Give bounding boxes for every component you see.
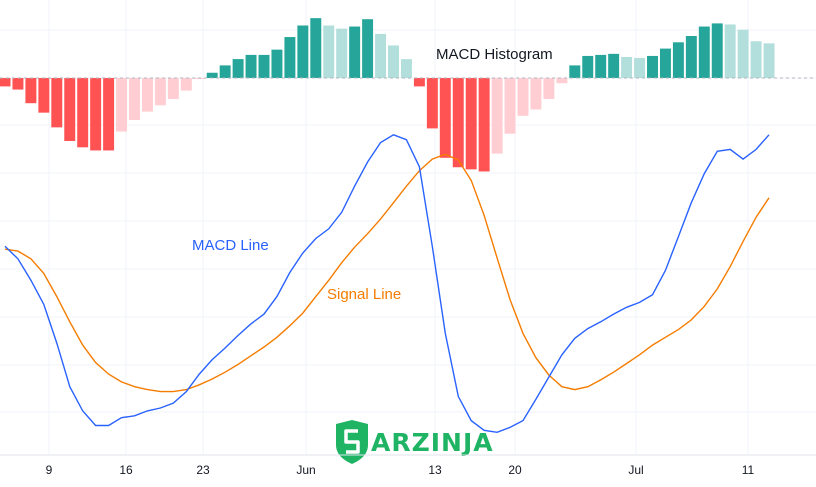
histogram-bar: [245, 54, 257, 78]
histogram-bar: [167, 78, 179, 99]
x-tick-label: 23: [196, 463, 210, 477]
histogram-bar: [724, 24, 736, 78]
histogram-bar: [375, 33, 387, 78]
histogram-bar: [258, 54, 270, 78]
watermark-logo: ARZINJA: [336, 420, 494, 464]
histogram-bar: [504, 78, 516, 134]
histogram-bar: [672, 42, 684, 78]
histogram-bar: [38, 78, 50, 113]
annotation-signal-line: Signal Line: [327, 286, 401, 303]
histogram-bar: [103, 78, 115, 151]
histogram-bar: [51, 78, 63, 128]
histogram-bar: [90, 78, 102, 151]
histogram-bar: [232, 59, 244, 78]
histogram-bar: [271, 49, 283, 78]
histogram-bar: [595, 54, 607, 78]
histogram-bar: [556, 78, 568, 84]
histogram-bar: [517, 78, 529, 116]
x-tick-label: Jun: [296, 463, 315, 477]
histogram-bar: [452, 78, 464, 168]
histogram-bar: [64, 78, 76, 141]
histogram-bar: [426, 78, 438, 129]
annotation-macd-histogram: MACD Histogram: [436, 46, 553, 63]
histogram-bar: [478, 78, 490, 172]
watermark-text: ARZINJA: [371, 428, 494, 457]
histogram-bar: [685, 36, 697, 78]
histogram-bar: [297, 25, 309, 78]
histogram-bar: [116, 78, 128, 132]
histogram-bar: [141, 78, 153, 112]
histogram-bar: [400, 59, 412, 78]
histogram-bar: [634, 58, 646, 78]
histogram-bar: [77, 78, 89, 148]
x-axis-ticks: 9 16 23 Jun 13 20 Jul 11: [46, 463, 755, 477]
histogram-bar: [323, 25, 335, 78]
arzinja-logo-icon: [336, 420, 368, 464]
histogram-bar: [711, 23, 723, 78]
signal-line: [4, 153, 770, 393]
macd-line: [4, 134, 770, 434]
annotation-macd-line: MACD Line: [192, 237, 269, 254]
histogram-bar: [750, 41, 762, 78]
histogram-bar: [349, 26, 361, 78]
histogram-bar: [569, 65, 581, 78]
x-tick-label: 13: [428, 463, 442, 477]
histogram-bar: [491, 78, 503, 154]
histogram-bar: [388, 45, 399, 78]
histogram-bar: [154, 78, 166, 106]
histogram-bar: [543, 78, 555, 99]
histogram-bar: [310, 18, 322, 78]
macd-histogram: [0, 18, 775, 172]
x-tick-label: Jul: [628, 463, 643, 477]
grid-lines: [0, 0, 816, 455]
histogram-bar: [129, 78, 140, 120]
x-tick-label: 9: [46, 463, 53, 477]
histogram-bar: [413, 78, 425, 87]
histogram-bar: [439, 78, 451, 158]
histogram-bar: [193, 78, 205, 80]
x-tick-label: 16: [119, 463, 133, 477]
histogram-bar: [647, 55, 658, 78]
histogram-bar: [465, 78, 477, 170]
histogram-bar: [0, 78, 11, 87]
histogram-bar: [284, 37, 296, 78]
histogram-bar: [737, 29, 749, 78]
histogram-bar: [180, 78, 192, 91]
histogram-bar: [621, 57, 633, 78]
histogram-bar: [336, 28, 348, 78]
histogram-bar: [530, 78, 542, 110]
histogram-bar: [206, 72, 218, 78]
histogram-bar: [763, 43, 775, 78]
histogram-bar: [219, 65, 231, 78]
histogram-bar: [362, 19, 374, 78]
histogram-bar: [25, 78, 37, 104]
histogram-bar: [698, 26, 710, 78]
histogram-bar: [608, 53, 620, 78]
histogram-bar: [659, 48, 671, 78]
histogram-bar: [12, 78, 24, 90]
histogram-bar: [582, 55, 594, 78]
x-tick-label: 20: [508, 463, 522, 477]
x-tick-label: 11: [742, 463, 755, 477]
